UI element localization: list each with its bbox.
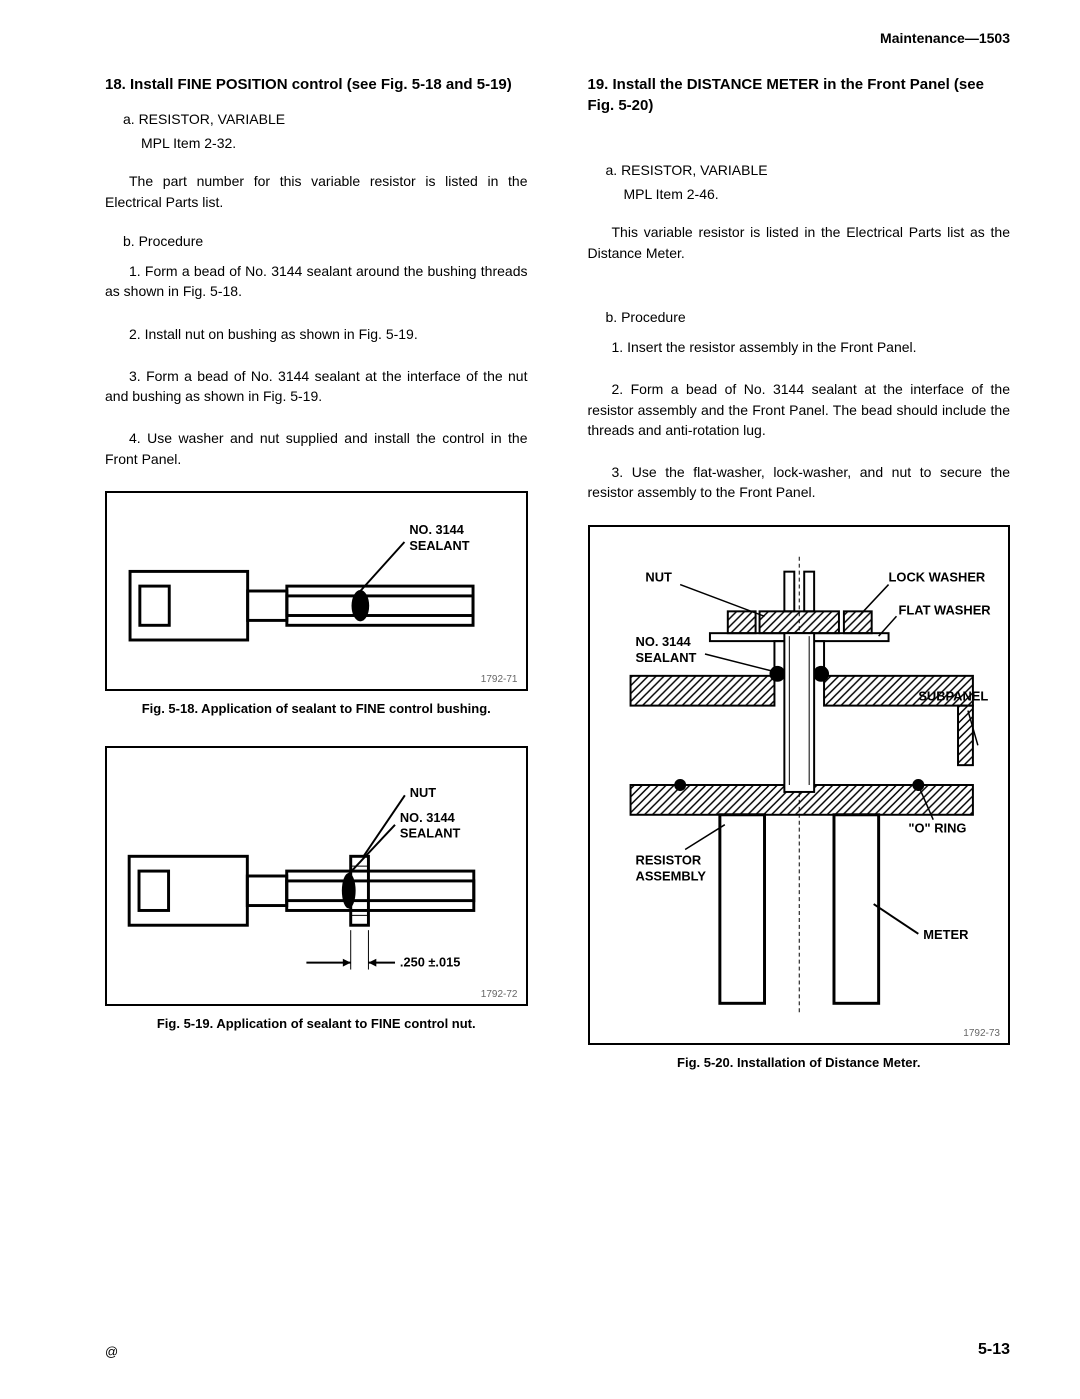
- figure-5-19: NUT NO. 3144 SEALANT .250 ±.015 1792-72: [105, 746, 528, 1006]
- step-b1-r: 1. Insert the resistor assembly in the F…: [588, 337, 1011, 357]
- left-column: 18. Install FINE POSITION control (see F…: [105, 74, 528, 1100]
- fig20-id: 1792-73: [963, 1028, 1000, 1039]
- footer-at: @: [105, 1344, 118, 1359]
- item-b-r: b. Procedure: [606, 309, 1011, 325]
- figure-5-20: NUT LOCK WASHER FLAT WASHER NO. 3144 SEA…: [588, 525, 1011, 1045]
- step-b2: 2. Install nut on bushing as shown in Fi…: [105, 324, 528, 344]
- fig18-sealant-label2: SEALANT: [409, 538, 469, 553]
- figure-5-19-svg: NUT NO. 3144 SEALANT .250 ±.015: [107, 748, 526, 1004]
- content-columns: 18. Install FINE POSITION control (see F…: [105, 74, 1010, 1100]
- figure-5-18-svg: NO. 3144 SEALANT: [107, 493, 526, 689]
- item-a-sub: MPL Item 2-32.: [141, 135, 528, 151]
- fig19-id: 1792-72: [481, 989, 518, 1000]
- fig20-caption: Fig. 5-20. Installation of Distance Mete…: [588, 1055, 1011, 1070]
- item-a-sub-r: MPL Item 2-46.: [624, 186, 1011, 202]
- fig19-caption: Fig. 5-19. Application of sealant to FIN…: [105, 1016, 528, 1031]
- fig20-oring-label: "O" RING: [908, 820, 966, 835]
- item-a: a. RESISTOR, VARIABLE: [123, 111, 528, 127]
- item-a-body: The part number for this variable resist…: [105, 171, 528, 213]
- fig20-sealant-label1: NO. 3144: [635, 634, 691, 649]
- right-column: 19. Install the DISTANCE METER in the Fr…: [588, 74, 1011, 1100]
- step-b2-r: 2. Form a bead of No. 3144 sealant at th…: [588, 379, 1011, 440]
- step-b4: 4. Use washer and nut supplied and insta…: [105, 428, 528, 469]
- fig20-resistor-label1: RESISTOR: [635, 852, 701, 867]
- fig19-sealant-label2: SEALANT: [400, 826, 461, 841]
- fig20-subpanel-label: SUBPANEL: [918, 688, 988, 703]
- figure-5-18: NO. 3144 SEALANT 1792-71: [105, 491, 528, 691]
- fig20-meter-label: METER: [923, 927, 969, 942]
- item-a-body-r: This variable resistor is listed in the …: [588, 222, 1011, 264]
- fig19-dimension: .250 ±.015: [400, 955, 460, 970]
- fig20-lock-label: LOCK WASHER: [888, 569, 985, 584]
- step-b1: 1. Form a bead of No. 3144 sealant aroun…: [105, 261, 528, 302]
- fig18-sealant-label: NO. 3144: [409, 522, 464, 537]
- fig20-flat-label: FLAT WASHER: [898, 602, 991, 617]
- section-19-title: 19. Install the DISTANCE METER in the Fr…: [588, 74, 1011, 116]
- fig19-nut-label: NUT: [410, 785, 436, 800]
- fig18-id: 1792-71: [481, 674, 518, 685]
- fig20-nut-label: NUT: [645, 569, 672, 584]
- step-b3-r: 3. Use the flat-washer, lock-washer, and…: [588, 462, 1011, 503]
- fig20-resistor-label2: ASSEMBLY: [635, 868, 706, 883]
- section-18-title: 18. Install FINE POSITION control (see F…: [105, 74, 528, 95]
- header-right: Maintenance—1503: [105, 30, 1010, 46]
- figure-5-20-svg: NUT LOCK WASHER FLAT WASHER NO. 3144 SEA…: [590, 527, 1009, 1043]
- item-b: b. Procedure: [123, 233, 528, 249]
- item-a-r: a. RESISTOR, VARIABLE: [606, 162, 1011, 178]
- page-number: 5-13: [978, 1341, 1010, 1359]
- fig18-caption: Fig. 5-18. Application of sealant to FIN…: [105, 701, 528, 716]
- step-b3: 3. Form a bead of No. 3144 sealant at th…: [105, 366, 528, 407]
- fig20-sealant-label2: SEALANT: [635, 650, 696, 665]
- fig19-sealant-label1: NO. 3144: [400, 810, 456, 825]
